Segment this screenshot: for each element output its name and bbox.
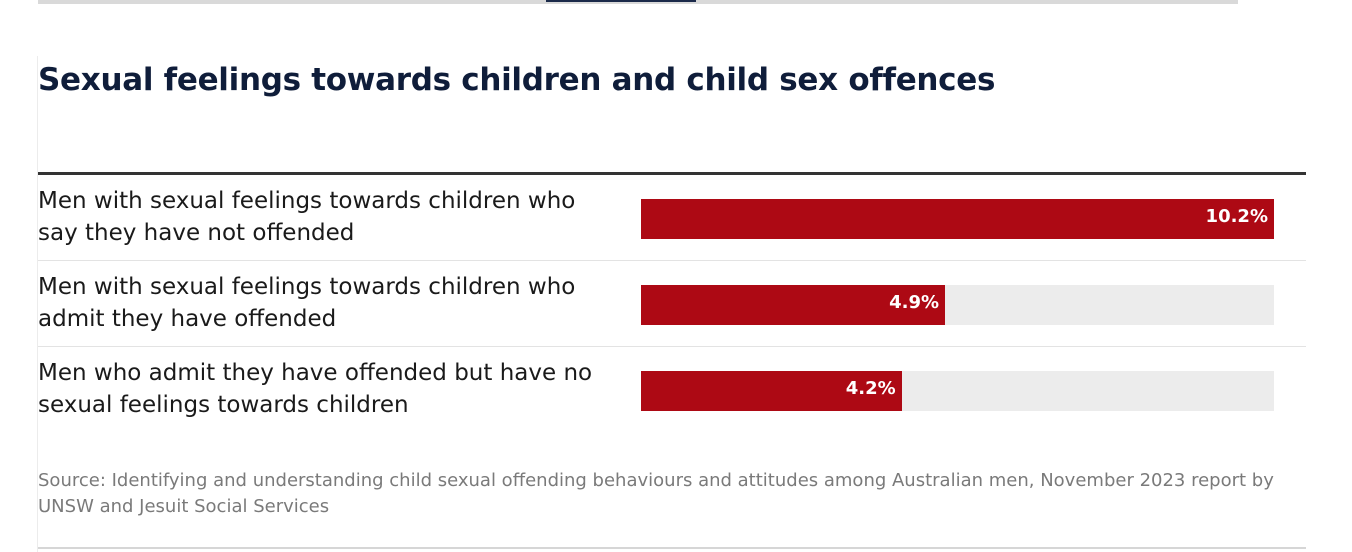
bar: 4.2% [641, 371, 902, 411]
bar-row: Men with sexual feelings towards childre… [38, 175, 1306, 261]
row-divider [38, 346, 1306, 347]
bar-value-label: 4.2% [845, 378, 896, 399]
bar-track: 4.9% [641, 285, 1274, 325]
category-label: Men who admit they have offended but hav… [38, 360, 593, 418]
chart-title: Sexual feelings towards children and chi… [38, 62, 996, 98]
frame-left-border [37, 56, 38, 552]
header-rule [38, 172, 1306, 175]
category-label: Men with sexual feelings towards childre… [38, 274, 576, 332]
bar-value-label: 10.2% [1205, 206, 1268, 227]
bar-track: 4.2% [641, 371, 1274, 411]
category-label: Men with sexual feelings towards childre… [38, 188, 576, 246]
bar-track: 10.2% [641, 199, 1274, 239]
row-divider [38, 260, 1306, 261]
bar: 10.2% [641, 199, 1274, 239]
source-note: Source: Identifying and understanding ch… [38, 470, 1274, 517]
bar-row: Men with sexual feelings towards childre… [38, 261, 1306, 347]
bar-row: Men who admit they have offended but hav… [38, 347, 1306, 433]
top-edge-strip [38, 0, 1238, 4]
top-edge-ink [546, 0, 696, 2]
bar: 4.9% [641, 285, 946, 325]
bar-value-label: 4.9% [889, 292, 940, 313]
footer-rule [38, 547, 1306, 549]
